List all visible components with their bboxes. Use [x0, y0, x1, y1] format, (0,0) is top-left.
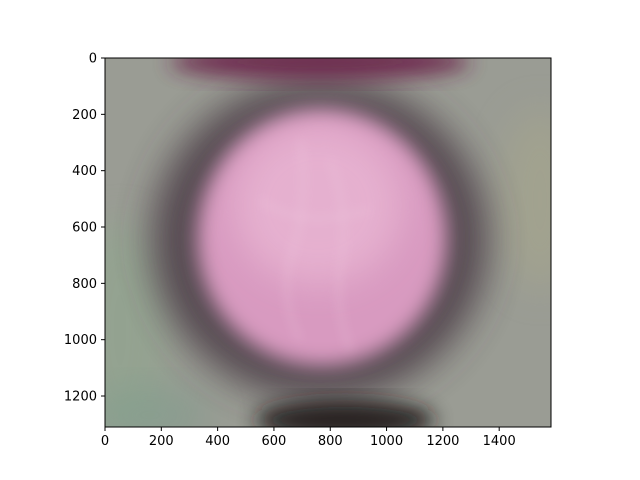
- x-tick-label: 0: [101, 434, 109, 449]
- x-tick-label: 1200: [426, 434, 459, 449]
- image-blob-highlight: [233, 125, 403, 285]
- x-tick-label: 400: [205, 434, 230, 449]
- image-area: [105, 58, 551, 427]
- image-edge-tint-bottom-left: [105, 385, 210, 427]
- image-veins: [259, 139, 371, 351]
- image-top-band: [170, 58, 470, 80]
- y-axis: 0 200 400 600 800 1000 1200: [64, 52, 105, 405]
- y-tick-label: 400: [72, 164, 97, 179]
- x-tick-label: 1400: [483, 434, 516, 449]
- image-bottom-band: [255, 400, 435, 427]
- y-tick-label: 1000: [64, 333, 97, 348]
- x-tick-label: 600: [262, 434, 287, 449]
- x-axis: 0 200 400 600 800 1000 1200 1400: [101, 427, 516, 449]
- x-tick-label: 800: [318, 434, 343, 449]
- y-tick-label: 1200: [64, 390, 97, 405]
- y-tick-label: 600: [72, 221, 97, 236]
- image-edge-tint-right: [500, 110, 551, 290]
- y-tick-label: 0: [89, 52, 97, 67]
- x-tick-label: 200: [149, 434, 174, 449]
- x-tick-label: 1000: [370, 434, 403, 449]
- y-tick-label: 800: [72, 277, 97, 292]
- axes-frame: [104, 57, 552, 428]
- y-tick-label: 200: [72, 108, 97, 123]
- image-edge-tint-left: [105, 220, 170, 427]
